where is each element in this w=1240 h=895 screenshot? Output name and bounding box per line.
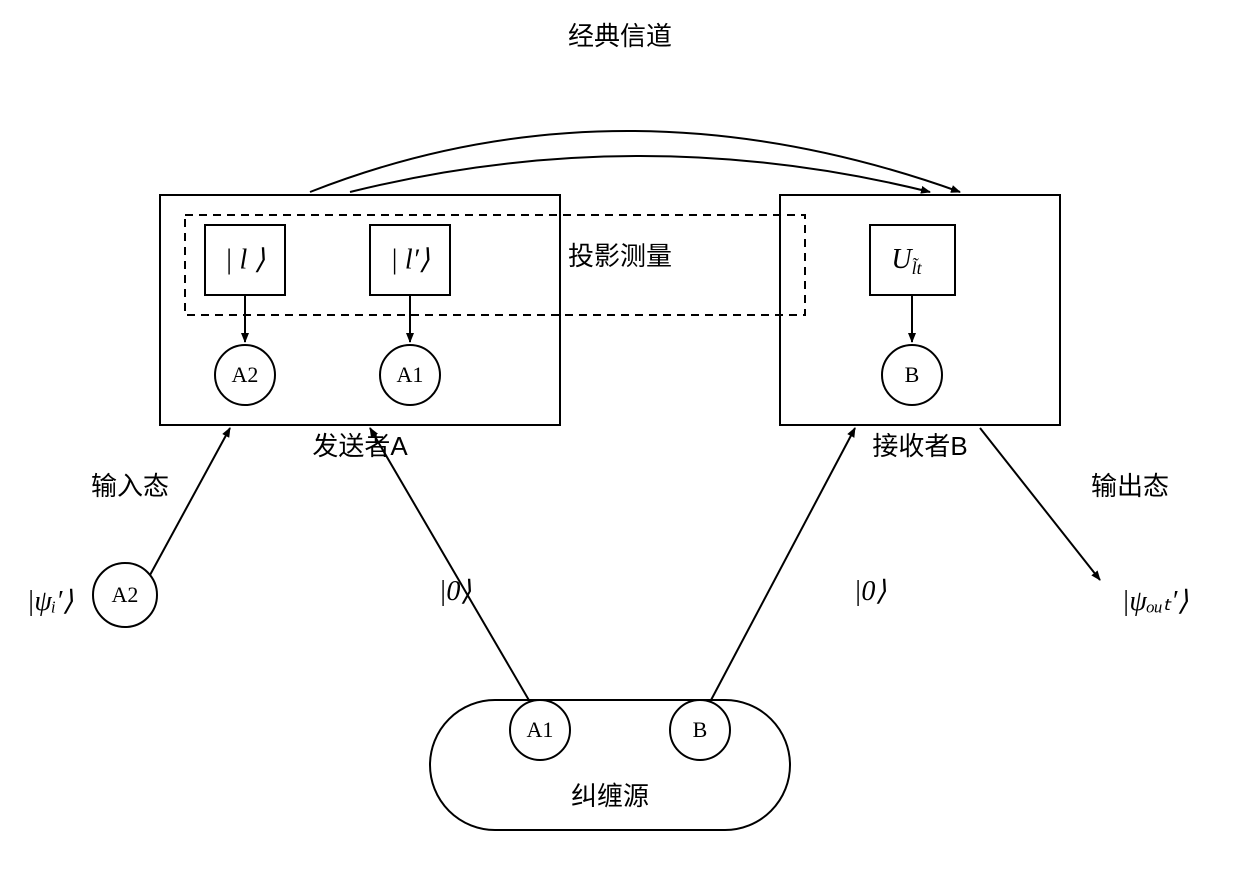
a2-top-text: A2 (232, 362, 259, 387)
a1-src-text: A1 (527, 717, 554, 742)
classical-arc-1 (310, 131, 960, 192)
psi-out-label: |ψₒᵤₜ′⟩ (1122, 586, 1189, 617)
projection-label: 投影测量 (568, 241, 672, 271)
b-src-text: B (693, 717, 708, 742)
input-state-label: 输入态 (91, 471, 169, 501)
line-a2in-to-box (150, 428, 230, 575)
sender-a-label: 发送者A (312, 431, 408, 461)
ket-lp-text: | l′⟩ (390, 244, 430, 275)
ket-l-text: | l ⟩ (225, 244, 265, 275)
psi-in-label: |ψᵢ′⟩ (27, 586, 74, 617)
channel-label: 经典信道 (568, 21, 672, 51)
u-text: Ul̃t (891, 244, 922, 278)
line-a1src-to-box (370, 428, 530, 702)
line-out (980, 428, 1100, 580)
u-sub: l̃t (912, 257, 923, 278)
u-main: U (891, 244, 913, 275)
line-bsrc-to-box (710, 428, 855, 702)
a1-top-text: A1 (397, 362, 424, 387)
source-label: 纠缠源 (571, 781, 649, 811)
b-top-text: B (905, 362, 920, 387)
projection-dashed-box (185, 215, 805, 315)
ket0-right-label: |0⟩ (854, 576, 887, 607)
classical-arc-2 (350, 156, 930, 192)
receiver-b-label: 接收者B (872, 431, 967, 461)
output-state-label: 输出态 (1091, 471, 1169, 501)
a2-input-text: A2 (112, 582, 139, 607)
